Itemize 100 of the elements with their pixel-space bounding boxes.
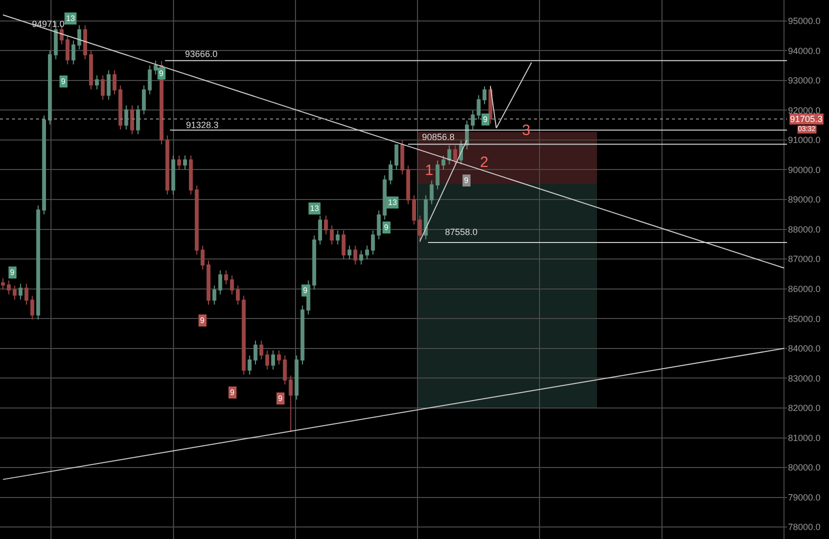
candlestick [124, 104, 128, 130]
candlestick [206, 260, 210, 306]
candlestick [447, 144, 452, 165]
candlestick [136, 104, 140, 135]
candlestick [288, 375, 293, 432]
y-tick-label: 92000.0 [788, 105, 821, 116]
candlestick [265, 350, 270, 370]
candlestick [224, 270, 228, 285]
y-tick-label: 79000.0 [788, 492, 821, 502]
y-tick-label: 83000.0 [788, 373, 821, 384]
ref-line-label: 91705.3 [790, 114, 823, 124]
candlestick [130, 104, 134, 135]
candlestick [371, 230, 375, 256]
y-tick-label: 93000.0 [788, 76, 821, 86]
y-tick-label: 78000.0 [788, 522, 821, 532]
candlestick [271, 350, 276, 370]
candlestick [118, 84, 122, 130]
candlestick [242, 295, 246, 376]
candlestick [294, 355, 299, 400]
y-tick-label: 82000.0 [788, 403, 821, 414]
candlestick [482, 86, 486, 105]
candlestick [353, 245, 358, 265]
candlestick [212, 285, 216, 306]
ref-line-label: 87558.0 [445, 227, 478, 237]
annotation: 1 [425, 162, 434, 179]
y-tick-label: 80000.0 [788, 462, 821, 473]
candlestick [282, 355, 287, 385]
candlestick [382, 174, 387, 220]
candlestick [388, 160, 392, 185]
candlestick [183, 154, 187, 170]
annotation: 9 [278, 394, 283, 403]
annotation: 13 [310, 204, 320, 213]
candlestick [359, 250, 364, 265]
candlestick [230, 274, 234, 296]
y-tick-label: 91000.0 [788, 135, 821, 146]
candlestick [394, 144, 398, 170]
candlestick [436, 160, 440, 190]
y-tick-label: 90000.0 [788, 164, 821, 175]
annotation: 9 [464, 176, 469, 185]
ref-line-label: 91328.3 [186, 120, 219, 130]
candlestick [83, 24, 88, 60]
candlestick [254, 340, 258, 365]
candlestick [476, 94, 481, 120]
annotation: 9 [10, 268, 15, 277]
candlestick [48, 50, 52, 125]
candlestick [66, 34, 70, 65]
candlestick [71, 40, 76, 65]
annotation: 9 [200, 316, 205, 325]
candlestick [336, 230, 340, 245]
candlestick [277, 350, 281, 365]
candlestick [112, 70, 116, 95]
candlestick [154, 60, 158, 75]
candlestick [18, 283, 22, 300]
y-tick-label: 86000.0 [788, 284, 821, 294]
candlestick [171, 154, 176, 195]
y-tick-label: 95000.0 [788, 16, 821, 26]
candlestick [236, 285, 240, 306]
y-tick-label: 81000.0 [788, 432, 821, 443]
candlestick [42, 115, 46, 215]
candlestick [177, 154, 182, 170]
annotation: 9 [230, 388, 235, 397]
candlestick [312, 235, 316, 290]
y-tick-label: 89000.0 [788, 194, 821, 205]
candlestick [36, 204, 40, 320]
candlestick [453, 144, 458, 165]
candlestick [430, 180, 434, 205]
candlestick [342, 230, 346, 260]
annotation: 2 [480, 154, 488, 171]
candlestick [194, 185, 199, 256]
y-tick-label: 94000.0 [788, 46, 821, 56]
candlestick [94, 74, 99, 90]
ref-line-label: 90856.8 [422, 132, 455, 142]
candlestick [218, 270, 222, 296]
candlestick [259, 340, 264, 360]
candlestick [30, 295, 34, 320]
candlestick [318, 215, 322, 245]
y-tick-label: 88000.0 [788, 224, 821, 234]
candlestick [348, 245, 352, 260]
annotation: 9 [159, 69, 164, 78]
y-tick-label: 85000.0 [788, 314, 821, 324]
candlestick [365, 245, 370, 260]
candlestick [248, 355, 252, 376]
annotation: 9 [384, 223, 389, 232]
candlestick [376, 210, 381, 240]
candlestick [165, 134, 170, 195]
candlestick [200, 245, 205, 270]
candlestick [106, 70, 111, 100]
candlestick [24, 283, 28, 306]
candlestick [188, 154, 193, 195]
y-tick-label: 84000.0 [788, 344, 821, 354]
candlestick [324, 215, 328, 235]
candlestick [300, 305, 304, 365]
candlestick [148, 65, 152, 95]
candlestick [412, 194, 416, 226]
annotation: 13 [388, 198, 398, 207]
candlestick [330, 224, 334, 245]
candlestick [470, 110, 475, 130]
ref-line-label: 93666.0 [185, 49, 218, 59]
annotation: 13 [66, 14, 76, 23]
y-tick-label: 87000.0 [788, 254, 821, 264]
